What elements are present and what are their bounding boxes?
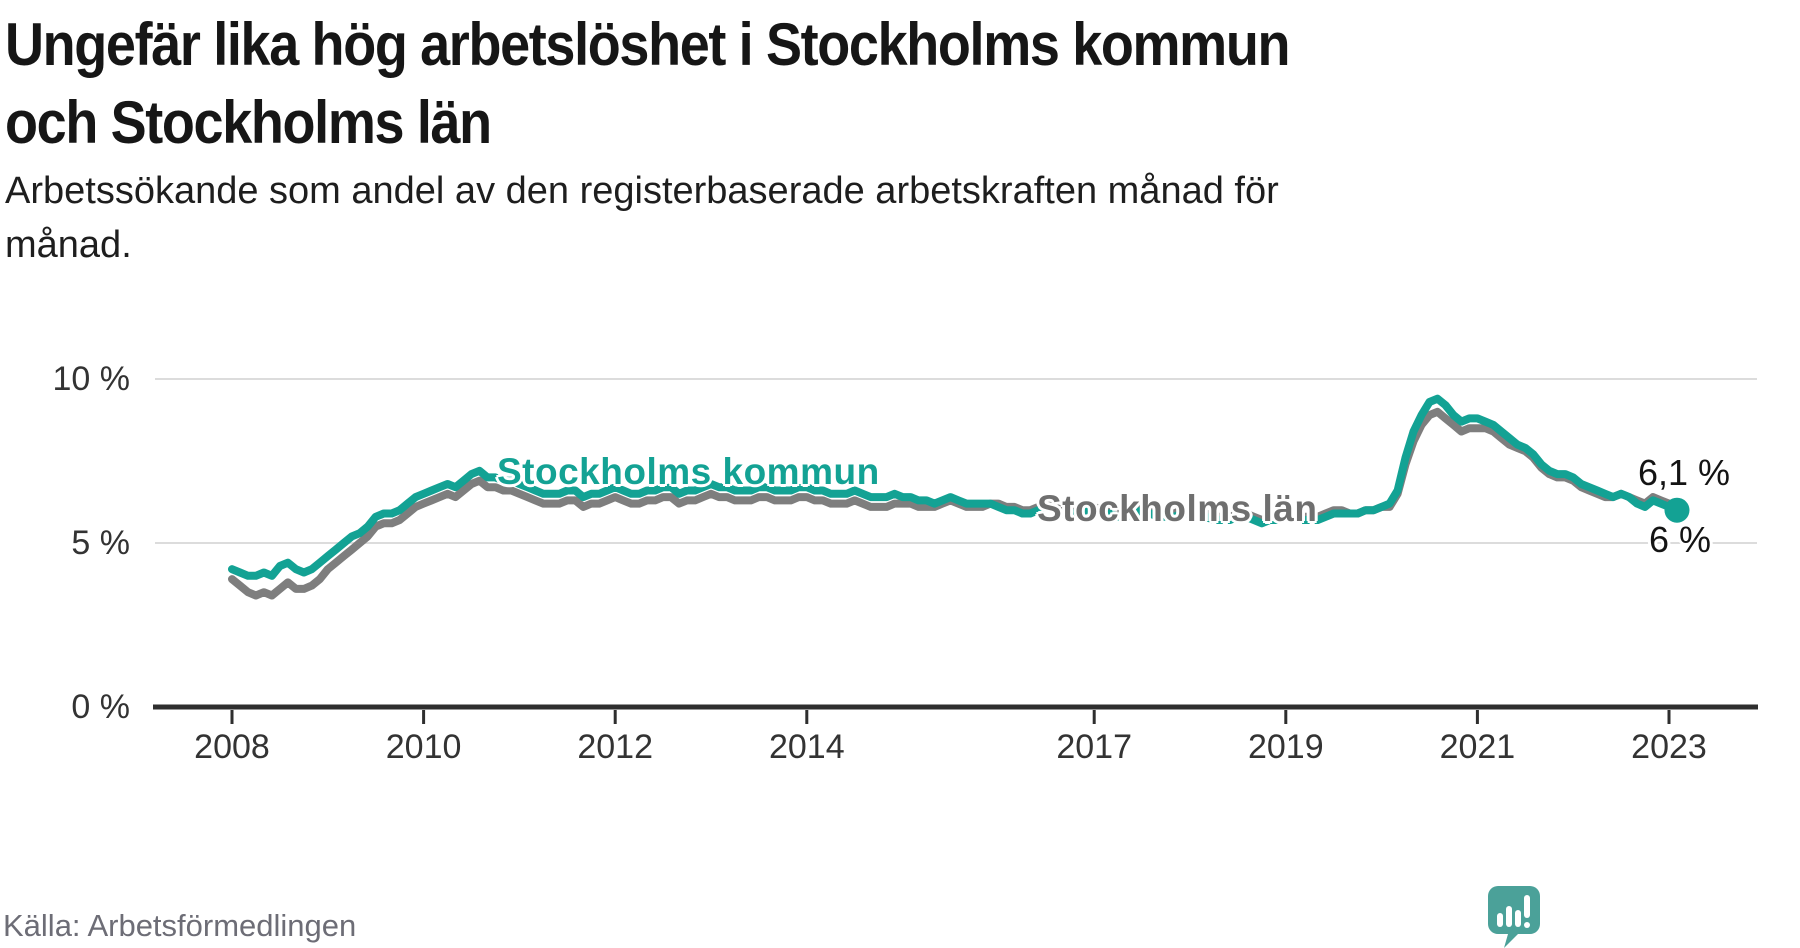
- line-series-kommun: [228, 394, 1681, 580]
- page-title-line-1: Ungefär lika hög arbetslöshet i Stockhol…: [5, 11, 1290, 78]
- line-series-lan: [228, 407, 1681, 600]
- y-tick-label: 5 %: [71, 524, 130, 562]
- page-subtitle-line-2: månad.: [5, 224, 132, 266]
- newsworthy-logo: Newsworthy: [1488, 884, 1800, 948]
- x-tick-label: 2008: [194, 728, 270, 766]
- source-text: Källa: Arbetsförmedlingen: [3, 908, 357, 943]
- series-label-stockholms-lan: Stockholms län: [1037, 488, 1318, 529]
- x-tick-label: 2021: [1439, 728, 1516, 766]
- end-value-label-lan: 6,1 %: [1638, 452, 1731, 493]
- page-subtitle: Arbetssökande som andel av den registerb…: [5, 164, 1279, 272]
- y-tick-label: 10 %: [52, 360, 131, 398]
- x-tick-label: 2019: [1247, 728, 1324, 766]
- series-end-dot: [1664, 497, 1690, 523]
- y-tick-label: 0 %: [71, 688, 130, 726]
- x-tick-label: 2012: [577, 728, 653, 766]
- x-tick-label: 2023: [1631, 728, 1707, 766]
- page-subtitle-line-1: Arbetssökande som andel av den registerb…: [5, 170, 1279, 212]
- x-tick-label: 2014: [768, 728, 845, 766]
- page-title-line-2: och Stockholms län: [5, 89, 492, 156]
- end-value-label-kommun: 6 %: [1649, 519, 1712, 560]
- series-label-stockholms-kommun: Stockholms kommun: [497, 451, 880, 492]
- x-tick-label: 2017: [1056, 728, 1132, 766]
- x-tick-label: 2010: [385, 728, 462, 766]
- page-title: Ungefär lika hög arbetslöshet i Stockhol…: [5, 6, 1432, 162]
- newsworthy-logo-icon: [1488, 886, 1540, 948]
